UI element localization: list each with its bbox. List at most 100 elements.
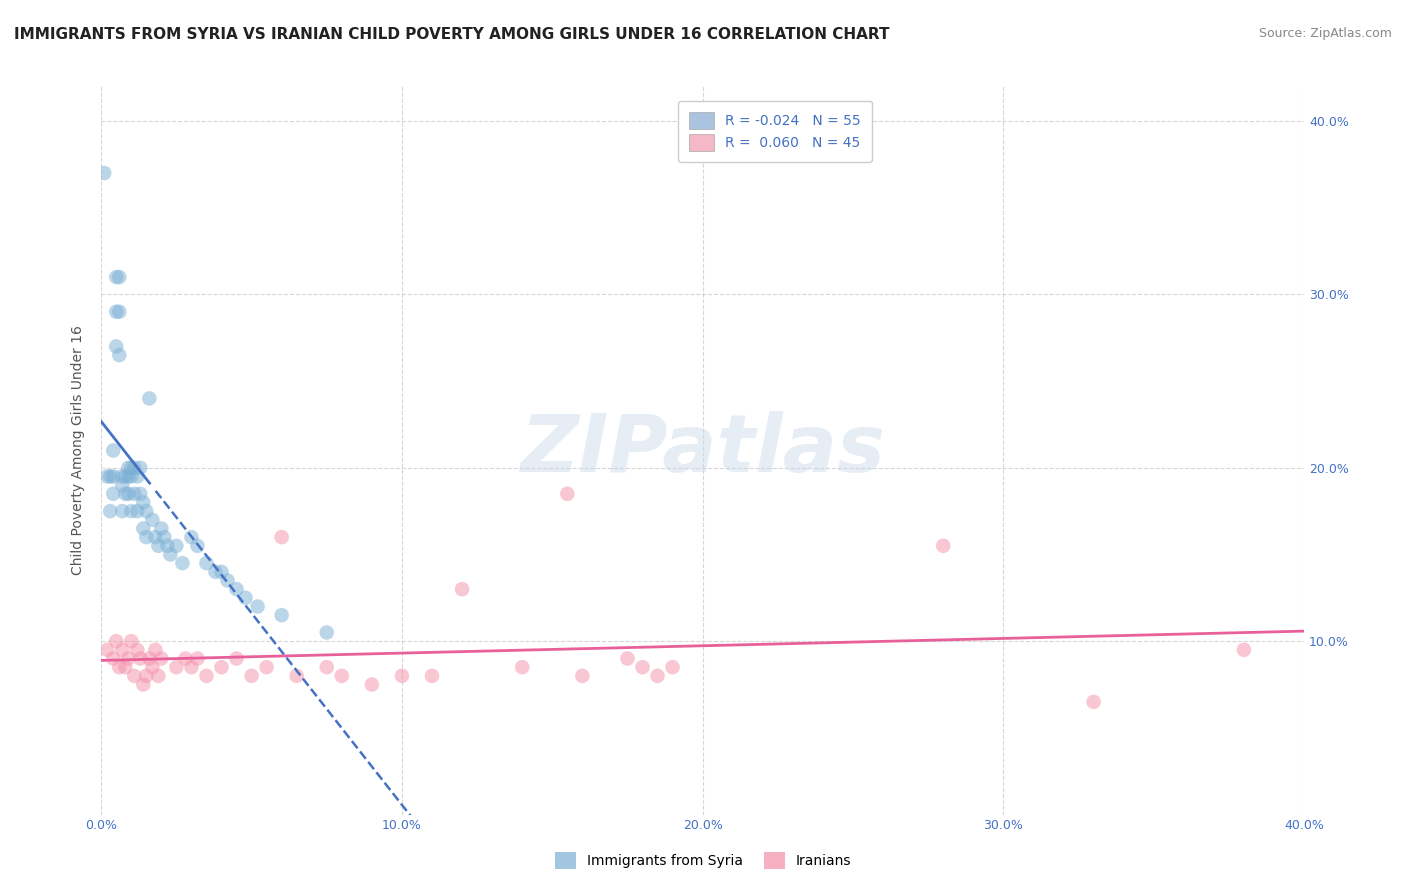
Point	[108, 660, 131, 674]
Point	[135, 504, 157, 518]
Point	[661, 660, 683, 674]
Point	[132, 521, 155, 535]
Point	[111, 504, 134, 518]
Point	[141, 513, 163, 527]
Point	[96, 469, 118, 483]
Point	[1083, 695, 1105, 709]
Point	[111, 469, 134, 483]
Point	[138, 651, 160, 665]
Point	[1233, 643, 1256, 657]
Point	[204, 565, 226, 579]
Point	[103, 469, 125, 483]
Point	[153, 530, 176, 544]
Point	[150, 651, 173, 665]
Point	[141, 660, 163, 674]
Point	[165, 660, 187, 674]
Point	[120, 504, 142, 518]
Point	[315, 625, 337, 640]
Point	[270, 530, 292, 544]
Point	[148, 669, 170, 683]
Point	[246, 599, 269, 614]
Point	[631, 660, 654, 674]
Point	[124, 669, 146, 683]
Point	[132, 495, 155, 509]
Point	[93, 166, 115, 180]
Point	[117, 651, 139, 665]
Point	[172, 556, 194, 570]
Point	[124, 460, 146, 475]
Point	[391, 669, 413, 683]
Point	[117, 460, 139, 475]
Point	[117, 487, 139, 501]
Point	[225, 651, 247, 665]
Point	[135, 530, 157, 544]
Point	[186, 539, 208, 553]
Point	[360, 677, 382, 691]
Legend: Immigrants from Syria, Iranians: Immigrants from Syria, Iranians	[548, 846, 858, 876]
Point	[127, 469, 149, 483]
Point	[616, 651, 638, 665]
Point	[195, 669, 218, 683]
Point	[225, 582, 247, 596]
Point	[135, 669, 157, 683]
Point	[127, 643, 149, 657]
Point	[127, 504, 149, 518]
Point	[195, 556, 218, 570]
Point	[174, 651, 197, 665]
Point	[129, 487, 152, 501]
Point	[217, 574, 239, 588]
Point	[270, 608, 292, 623]
Point	[165, 539, 187, 553]
Point	[105, 270, 128, 285]
Point	[98, 469, 121, 483]
Point	[150, 521, 173, 535]
Point	[256, 660, 278, 674]
Point	[105, 634, 128, 648]
Point	[132, 677, 155, 691]
Point	[159, 548, 181, 562]
Point	[156, 539, 179, 553]
Point	[111, 478, 134, 492]
Point	[451, 582, 474, 596]
Point	[108, 304, 131, 318]
Point	[129, 651, 152, 665]
Point	[114, 469, 136, 483]
Point	[103, 443, 125, 458]
Point	[647, 669, 669, 683]
Legend: R = -0.024   N = 55, R =  0.060   N = 45: R = -0.024 N = 55, R = 0.060 N = 45	[678, 101, 872, 162]
Text: Source: ZipAtlas.com: Source: ZipAtlas.com	[1258, 27, 1392, 40]
Point	[186, 651, 208, 665]
Point	[143, 530, 166, 544]
Point	[108, 270, 131, 285]
Point	[557, 487, 579, 501]
Point	[330, 669, 353, 683]
Point	[98, 504, 121, 518]
Point	[108, 348, 131, 362]
Point	[211, 565, 233, 579]
Text: ZIPatlas: ZIPatlas	[520, 411, 886, 490]
Point	[96, 643, 118, 657]
Point	[129, 460, 152, 475]
Point	[105, 339, 128, 353]
Point	[124, 487, 146, 501]
Point	[105, 304, 128, 318]
Point	[148, 539, 170, 553]
Point	[114, 487, 136, 501]
Point	[138, 392, 160, 406]
Point	[180, 660, 202, 674]
Point	[143, 643, 166, 657]
Point	[120, 469, 142, 483]
Point	[120, 460, 142, 475]
Point	[111, 643, 134, 657]
Point	[285, 669, 308, 683]
Point	[235, 591, 257, 605]
Point	[932, 539, 955, 553]
Text: IMMIGRANTS FROM SYRIA VS IRANIAN CHILD POVERTY AMONG GIRLS UNDER 16 CORRELATION : IMMIGRANTS FROM SYRIA VS IRANIAN CHILD P…	[14, 27, 890, 42]
Point	[211, 660, 233, 674]
Point	[240, 669, 263, 683]
Point	[180, 530, 202, 544]
Point	[571, 669, 593, 683]
Point	[103, 487, 125, 501]
Point	[510, 660, 533, 674]
Point	[114, 660, 136, 674]
